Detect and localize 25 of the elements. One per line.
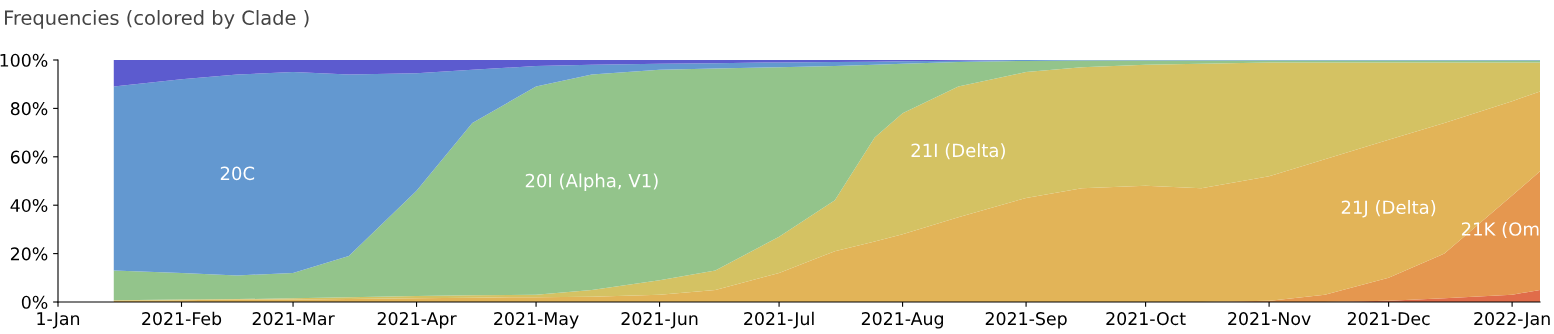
series-label: 21I (Delta)	[911, 143, 1005, 160]
x-tick-label: 2021-Feb	[142, 311, 222, 326]
series-label: 20I (Alpha, V1)	[525, 173, 658, 191]
x-tick-label: 2021-Mar	[252, 312, 335, 326]
series-label: 21J (Delta)	[1341, 200, 1436, 218]
x-tick-label: 2021-Nov	[1228, 312, 1311, 326]
y-tick-label: 20%	[10, 247, 48, 261]
chart-title: Frequencies (colored by Clade )	[5, 10, 309, 29]
x-tick-label: 2021-Jul	[744, 311, 814, 329]
x-tick-label: 2021-Aug	[861, 312, 943, 329]
y-tick-label: 100%	[0, 53, 48, 67]
x-tick-label: 2021-Apr	[377, 312, 457, 329]
y-tick-label: 60%	[10, 150, 48, 164]
series-label: 20C	[220, 166, 255, 181]
x-tick-label: 1-Jan	[37, 312, 80, 329]
x-tick-label: 2021-Dec	[1347, 312, 1430, 326]
y-tick-label: 40%	[10, 198, 48, 213]
x-tick-label: 2021-Oct	[1106, 312, 1186, 326]
x-tick-label: 2021-Sep	[985, 312, 1067, 329]
x-tick-label: 2021-May	[494, 312, 579, 329]
x-tick-label: 2022-Jan	[1474, 312, 1550, 329]
x-tick-label: 2021-Jun	[621, 312, 698, 329]
y-tick-label: 80%	[10, 102, 48, 116]
y-tick-label: 0%	[21, 295, 48, 309]
series-label: 21K (Om	[1461, 221, 1539, 238]
